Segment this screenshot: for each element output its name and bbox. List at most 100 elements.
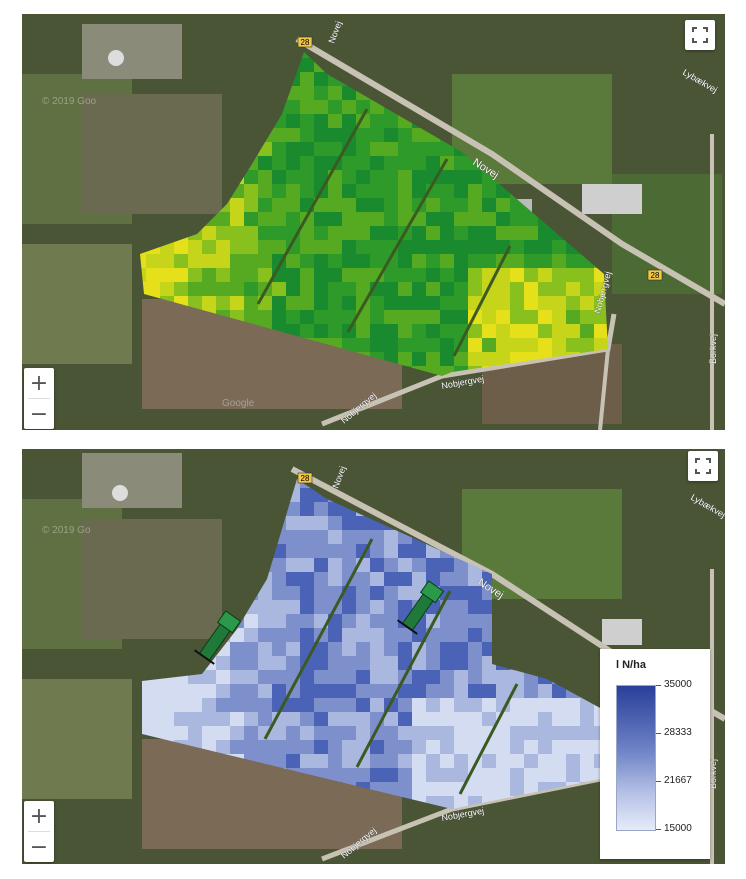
grid-cell (482, 198, 496, 212)
grid-cell (272, 170, 286, 184)
tractor-sprayer-icon[interactable] (396, 579, 446, 635)
grid-cell (174, 240, 188, 254)
map-top-canvas[interactable]: Novej Novej Nobjergvej Nobjergvej Nobjer… (22, 14, 725, 430)
zoom-in-button[interactable]: + (29, 370, 49, 396)
grid-cell (524, 324, 538, 338)
rate-legend: l N/ha 35000 28333 21667 15000 (600, 649, 710, 859)
grid-cell (328, 670, 342, 684)
map-top[interactable]: Novej Novej Nobjergvej Nobjergvej Nobjer… (22, 14, 725, 430)
zoom-out-button[interactable]: − (29, 401, 49, 427)
grid-cell (454, 310, 468, 324)
map-bottom[interactable]: Novej Novej Nobjergvej Nobjergvej Borkve… (22, 449, 725, 864)
road-label-borkvej: Borkvej (708, 759, 718, 789)
grid-cell (328, 128, 342, 142)
grid-cell (524, 698, 538, 712)
grid-cell (272, 684, 286, 698)
zoom-control: + − (24, 801, 54, 862)
grid-cell (314, 254, 328, 268)
grid-cell (142, 684, 146, 698)
map-watermark-google: Google (222, 398, 255, 409)
grid-cell (300, 72, 314, 86)
zoom-out-button[interactable]: − (29, 834, 49, 860)
grid-cell (496, 726, 510, 740)
grid-cell (580, 296, 594, 310)
grid-cell (426, 240, 440, 254)
grid-cell (342, 184, 356, 198)
grid-cell (510, 296, 524, 310)
grid-cell (468, 572, 482, 586)
grid-cell (482, 310, 496, 324)
grid-cell (272, 670, 286, 684)
grid-cell (454, 296, 468, 310)
grid-cell (412, 558, 426, 572)
grid-cell (370, 628, 384, 642)
grid-cell (230, 268, 244, 282)
fullscreen-icon (692, 27, 708, 43)
grid-cell (370, 310, 384, 324)
grid-cell (300, 726, 314, 740)
grid-cell (216, 698, 230, 712)
grid-cell (244, 712, 258, 726)
grid-cell (286, 212, 300, 226)
grid-cell (510, 740, 524, 754)
grid-cell (328, 254, 342, 268)
grid-cell (286, 698, 300, 712)
fullscreen-button[interactable] (688, 451, 718, 481)
grid-cell (314, 226, 328, 240)
grid-cell (440, 628, 454, 642)
fullscreen-button[interactable] (685, 20, 715, 50)
grid-cell (328, 754, 342, 768)
grid-cell (398, 310, 412, 324)
grid-cell (398, 768, 412, 782)
grid-cell (384, 114, 398, 128)
grid-cell (342, 614, 356, 628)
grid-cell (342, 310, 356, 324)
field-patch (452, 74, 612, 184)
grid-cell (314, 572, 328, 586)
grid-cell (328, 628, 342, 642)
grid-cell (142, 712, 146, 726)
grid-cell (370, 114, 384, 128)
grid-cell (328, 502, 342, 516)
grid-cell (314, 600, 328, 614)
grid-cell (370, 684, 384, 698)
grid-cell (146, 254, 160, 268)
grid-cell (398, 198, 412, 212)
grid-cell (468, 324, 482, 338)
grid-cell (426, 296, 440, 310)
grid-cell (412, 310, 426, 324)
grid-cell (468, 212, 482, 226)
grid-cell (426, 740, 440, 754)
grid-cell (370, 240, 384, 254)
grid-cell (300, 502, 314, 516)
grid-cell (510, 282, 524, 296)
grid-cell (300, 282, 314, 296)
grid-cell (370, 600, 384, 614)
grid-cell (202, 684, 216, 698)
grid-cell (384, 268, 398, 282)
grid-cell (328, 712, 342, 726)
grid-cell (412, 352, 426, 366)
grid-cell (412, 254, 426, 268)
grid-cell (146, 712, 160, 726)
road-novej (295, 36, 725, 307)
map-bottom-canvas[interactable]: Novej Novej Nobjergvej Nobjergvej Borkve… (22, 449, 725, 864)
grid-cell (286, 726, 300, 740)
grid-cell (286, 740, 300, 754)
zoom-in-button[interactable]: + (29, 803, 49, 829)
grid-cell (454, 754, 468, 768)
grid-cell (482, 670, 496, 684)
grid-cell (580, 768, 594, 782)
grid-cell (314, 268, 328, 282)
grid-cell (258, 586, 272, 600)
grid-cell (398, 642, 412, 656)
grid-cell (342, 114, 356, 128)
grid-cell (258, 600, 272, 614)
grid-cell (398, 698, 412, 712)
tractor-sprayer-icon[interactable] (193, 609, 243, 665)
grid-cell (244, 198, 258, 212)
grid-cell (594, 324, 608, 338)
grid-cell (580, 712, 594, 726)
grid-cell (384, 586, 398, 600)
grid-cell (356, 656, 370, 670)
